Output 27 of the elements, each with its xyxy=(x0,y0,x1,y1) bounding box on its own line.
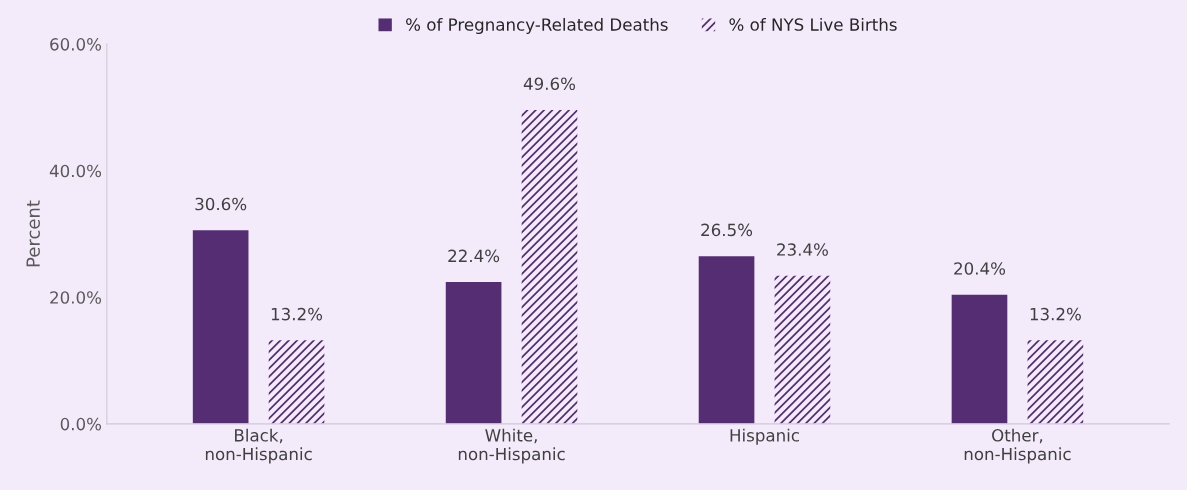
x-tick-label: Hispanic xyxy=(730,428,799,445)
legend-label: % of Pregnancy-Related Deaths xyxy=(406,17,668,35)
data-label: 26.5% xyxy=(701,223,753,237)
data-label: 13.2% xyxy=(1030,307,1081,321)
data-label: 22.4% xyxy=(448,249,500,263)
data-label: 13.2% xyxy=(271,307,323,321)
bar xyxy=(445,282,502,424)
bar xyxy=(192,230,249,424)
y-tick-label: 40.0% xyxy=(49,164,102,178)
y-axis-title: Percent xyxy=(26,200,40,267)
bar xyxy=(1027,340,1084,424)
bar xyxy=(268,340,325,424)
bar xyxy=(774,275,831,424)
y-tick-label: 60.0% xyxy=(50,38,102,51)
x-tick-label: Black, non-Hispanic xyxy=(205,428,312,464)
y-tick-label: 0.0% xyxy=(60,417,102,431)
x-tick-label: Other, non-Hispanic xyxy=(964,428,1071,464)
bar xyxy=(951,294,1008,424)
legend-label: % of NYS Live Births xyxy=(729,17,897,31)
bar xyxy=(521,109,578,424)
y-tick-label: 20.0% xyxy=(50,291,102,304)
data-label: 30.6% xyxy=(195,197,247,211)
data-label: 23.4% xyxy=(777,243,828,256)
x-tick-label: White, non-Hispanic xyxy=(458,428,565,464)
data-label: 20.4% xyxy=(954,262,1006,275)
bar xyxy=(698,256,755,424)
data-label: 49.6% xyxy=(523,77,576,91)
